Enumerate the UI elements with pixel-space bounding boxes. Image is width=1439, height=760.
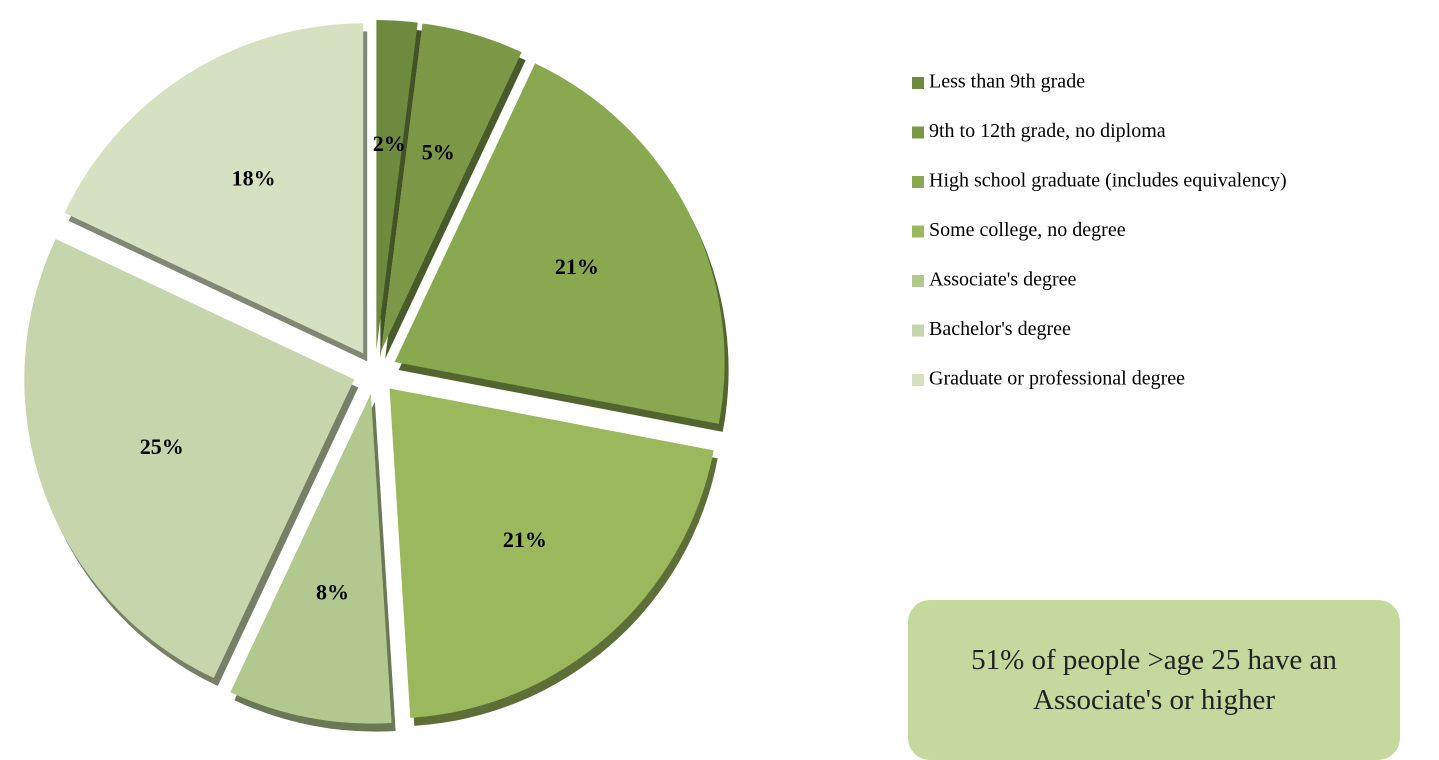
data-label: 21% (555, 254, 599, 279)
data-label: 8% (316, 580, 349, 605)
legend-label: Bachelor's degree (929, 318, 1071, 340)
legend-swatch (912, 77, 924, 89)
slice (376, 20, 418, 351)
data-label: 5% (422, 139, 455, 164)
chart: 2% 5% 21% 21% 8% 25% 18% Less than 9th grade 9th… (24, 20, 1287, 732)
legend-swatch (912, 275, 924, 287)
legend-swatch (912, 176, 924, 188)
page: 2% 5% 21% 21% 8% 25% 18% Less than 9th grade 9th… (24, 20, 1400, 760)
slice (230, 393, 392, 724)
legend-label: Associate's degree (929, 269, 1077, 291)
slice (64, 23, 364, 354)
legend-label: Some college, no degree (929, 219, 1126, 241)
data-label: 21% (503, 527, 547, 552)
slice (24, 238, 355, 679)
slice (389, 388, 714, 718)
legend-label: High school graduate (includes equivalen… (929, 170, 1287, 192)
legend-swatch (912, 225, 924, 238)
legend-swatch (912, 324, 924, 337)
legend-label: Less than 9th grade (929, 71, 1085, 93)
slice (394, 63, 725, 424)
data-label: 2% (373, 131, 406, 156)
legend-swatch (912, 126, 924, 139)
data-label: 18% (232, 166, 276, 191)
slice (381, 23, 522, 351)
legend-swatch (912, 374, 924, 386)
data-label: 25% (140, 434, 184, 459)
legend-label: 9th to 12th grade, no diploma (929, 120, 1166, 142)
legend-label: Graduate or professional degree (929, 368, 1185, 390)
annotation: 51% of people >age 25 have an Associate'… (908, 600, 1400, 760)
